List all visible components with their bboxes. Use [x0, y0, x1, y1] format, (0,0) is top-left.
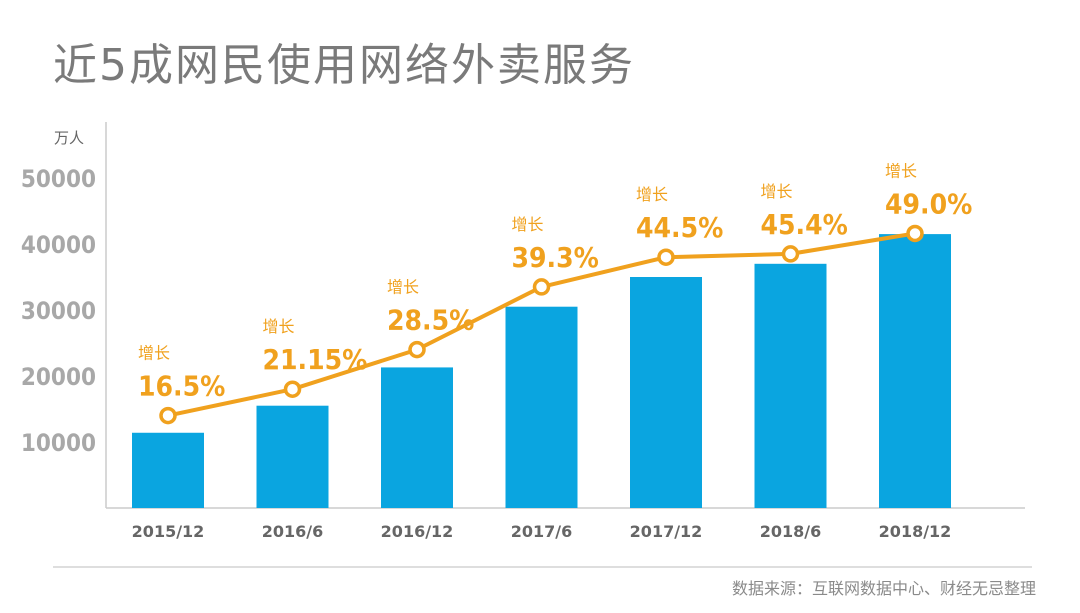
y-tick-label: 20000 [21, 363, 96, 391]
chart-title: 近5成网民使用网络外卖服务 [53, 40, 635, 91]
bar [256, 405, 329, 508]
source-note: 数据来源：互联网数据中心、财经无忌整理 [731, 579, 1036, 598]
growth-prefix-label: 增长 [636, 185, 668, 204]
growth-prefix-label: 增长 [387, 278, 419, 297]
x-tick-label: 2018/12 [879, 522, 952, 541]
growth-value-label: 21.15% [263, 343, 368, 376]
x-tick-label: 2015/12 [132, 522, 205, 541]
growth-point [906, 224, 924, 243]
growth-value-label: 16.5% [138, 370, 225, 403]
y-tick-label: 50000 [21, 165, 96, 193]
bar [381, 367, 453, 508]
growth-prefix-label: 增长 [512, 215, 544, 234]
growth-point [781, 245, 800, 263]
growth-point [532, 278, 551, 296]
growth-value-label: 39.3% [512, 241, 599, 274]
bar [754, 263, 827, 508]
growth-point [159, 406, 177, 425]
y-tick-label: 40000 [21, 231, 96, 259]
growth-value-label: 49.0% [885, 187, 972, 220]
x-tick-label: 2016/12 [381, 522, 454, 541]
growth-value-label: 44.5% [636, 211, 723, 244]
x-tick-label: 2017/6 [511, 522, 573, 541]
bar [505, 306, 578, 508]
bar [630, 277, 702, 508]
growth-value-label: 28.5% [387, 304, 474, 337]
x-tick-label: 2016/6 [262, 522, 324, 541]
growth-point [408, 340, 426, 359]
y-tick-label: 30000 [21, 297, 96, 325]
growth-prefix-label: 增长 [138, 344, 170, 363]
bar [879, 234, 951, 508]
growth-prefix-label: 增长 [263, 317, 295, 336]
growth-point [283, 380, 302, 398]
x-tick-label: 2018/6 [760, 522, 822, 541]
y-axis-unit-label: 万人 [54, 129, 84, 147]
growth-point [657, 248, 675, 266]
x-tick-label: 2017/12 [630, 522, 703, 541]
growth-prefix-label: 增长 [761, 182, 793, 201]
growth-value-label: 45.4% [761, 208, 848, 241]
growth-prefix-label: 增长 [885, 161, 917, 180]
y-tick-label: 10000 [21, 429, 96, 457]
bar [132, 432, 204, 508]
